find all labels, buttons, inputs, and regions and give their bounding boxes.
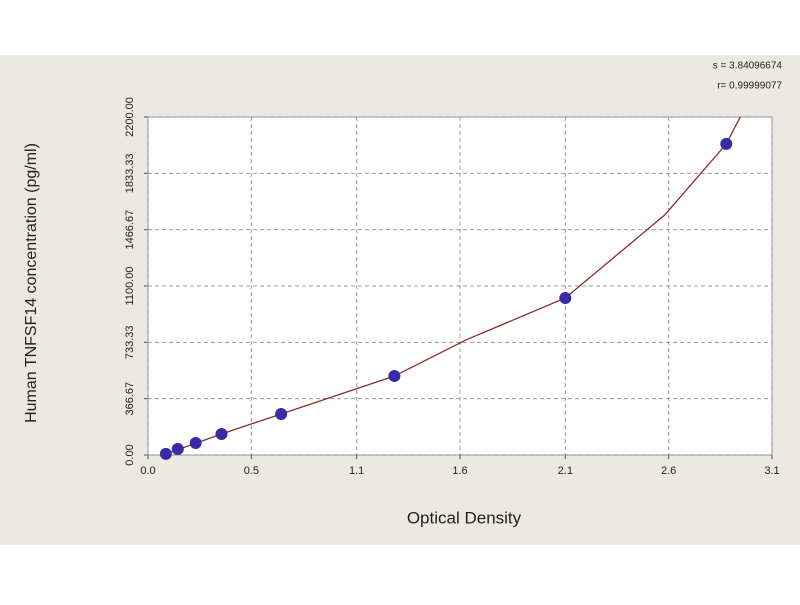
x-axis-label: Optical Density xyxy=(407,508,522,527)
data-point xyxy=(720,137,733,150)
y-tick-label: 1833.33 xyxy=(124,153,136,193)
annotation: r= 0.99999077 xyxy=(717,81,782,92)
y-tick-label: 2200.00 xyxy=(124,97,136,137)
data-point xyxy=(215,427,228,440)
data-point xyxy=(171,443,184,456)
x-tick-label: 2.1 xyxy=(558,465,573,477)
data-point xyxy=(275,407,288,420)
data-point xyxy=(159,447,172,460)
data-point xyxy=(388,370,401,383)
y-tick-label: 733.33 xyxy=(124,326,136,360)
y-tick-label: 366.67 xyxy=(124,382,136,416)
x-tick-label: 1.1 xyxy=(349,465,364,477)
annotation: s = 3.84096674 xyxy=(713,61,783,72)
y-tick-label: 1466.67 xyxy=(124,210,136,250)
y-axis-label: Human TNFSF14 concentration (pg/ml) xyxy=(23,143,40,423)
data-point xyxy=(189,437,202,450)
y-tick-label: 1100.00 xyxy=(124,267,136,306)
fit-curve xyxy=(165,116,741,455)
y-tick-label: 0.00 xyxy=(124,444,136,465)
x-tick-label: 2.6 xyxy=(661,465,676,477)
x-tick-label: 1.6 xyxy=(452,465,467,477)
x-tick-label: 0.0 xyxy=(140,465,155,477)
x-tick-label: 3.1 xyxy=(764,465,779,477)
x-tick-label: 0.5 xyxy=(244,465,259,477)
data-point xyxy=(559,291,572,304)
